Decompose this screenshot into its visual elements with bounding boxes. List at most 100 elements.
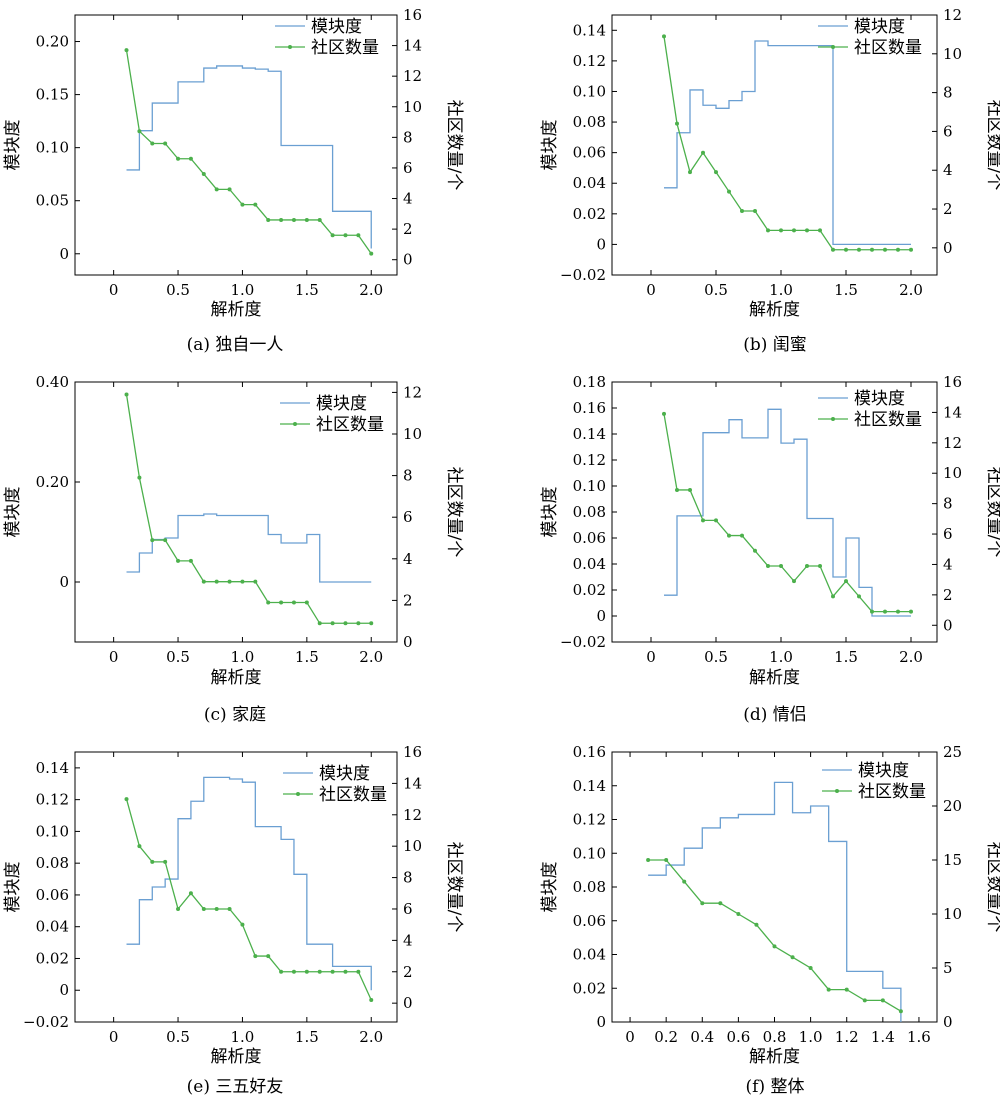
y-right-tick-label: 8 — [403, 128, 413, 146]
communities-point — [279, 600, 284, 605]
y-right-tick-label: 0 — [943, 616, 953, 634]
y-left-axis-title: 模块度 — [3, 487, 23, 538]
y-left-tick-label: 0.14 — [573, 777, 606, 795]
y-left-tick-label: 0.16 — [573, 743, 606, 761]
panel-caption: (a) 独自一人 — [187, 335, 284, 355]
plot-frame — [611, 14, 938, 276]
y-right-axis-title: 社区数量/个 — [984, 100, 1000, 191]
legend-modularity-label: 模块度 — [858, 761, 909, 781]
communities-point — [880, 998, 885, 1003]
y-left-tick-label: 0.10 — [573, 82, 606, 100]
communities-point — [176, 156, 181, 161]
y-left-tick-label: 0.12 — [573, 811, 606, 829]
communities-point — [844, 579, 848, 584]
legend-communities-marker — [296, 792, 300, 796]
communities-point — [356, 233, 361, 238]
y-left-tick-label: 0.12 — [573, 451, 606, 469]
legend-communities-marker — [835, 789, 839, 793]
x-tick-label: 1.0 — [231, 648, 255, 666]
y-left-axis-title: 模块度 — [3, 862, 23, 913]
legend-modularity-label: 模块度 — [854, 17, 905, 37]
communities-point — [291, 600, 296, 605]
communities-point — [688, 170, 692, 175]
y-left-tick-label: 0.06 — [573, 529, 606, 547]
y-left-tick-label: 0.14 — [36, 759, 69, 777]
communities-point — [662, 34, 666, 39]
communities-point — [176, 906, 181, 911]
y-left-tick-label: 0.15 — [36, 86, 69, 104]
y-left-tick-label: 0 — [59, 981, 69, 999]
y-right-tick-label: 4 — [943, 555, 953, 573]
x-axis-title: 解析度 — [749, 300, 800, 320]
communities-point — [124, 392, 129, 397]
legend-communities-marker — [288, 45, 292, 49]
y-left-tick-label: −0.02 — [23, 1013, 69, 1031]
communities-point — [772, 944, 777, 949]
y-left-tick-label: 0.10 — [573, 477, 606, 495]
y-right-tick-label: 0 — [943, 1013, 953, 1031]
y-right-tick-label: 16 — [403, 743, 422, 761]
communities-point — [137, 129, 142, 134]
communities-point — [870, 247, 874, 252]
communities-point — [291, 969, 296, 974]
y-right-tick-label: 6 — [943, 122, 953, 140]
y-right-axis-title: 社区数量/个 — [984, 467, 1000, 558]
communities-point — [356, 969, 361, 974]
series-modularity-line — [126, 65, 372, 249]
communities-point — [862, 998, 867, 1003]
y-left-tick-label: 0.04 — [573, 555, 606, 573]
y-right-tick-label: 4 — [943, 161, 953, 179]
communities-point — [279, 969, 284, 974]
communities-point — [646, 858, 651, 862]
communities-point — [214, 579, 219, 584]
communities-point — [753, 548, 757, 553]
communities-point — [291, 217, 296, 222]
y-right-axis-title: 社区数量/个 — [444, 100, 464, 191]
y-right-tick-label: 5 — [943, 959, 953, 977]
y-right-tick-label: 6 — [943, 525, 953, 543]
communities-point — [253, 579, 258, 584]
communities-point — [150, 538, 155, 543]
y-left-tick-label: 0 — [59, 573, 69, 591]
x-tick-label: 1.0 — [769, 281, 793, 299]
chart-panel: 0 0.2 0.4 0.6 0.8 1.0 1.2 1.4 1.6 0 0.02 0.04 0.06 0.… — [540, 743, 1000, 1097]
y-left-tick-label: 0.14 — [573, 21, 606, 39]
y-right-tick-label: 14 — [403, 37, 422, 55]
communities-point — [792, 579, 796, 584]
x-tick-label: 0 — [625, 1028, 635, 1046]
communities-point — [163, 538, 168, 543]
y-left-tick-label: 0.10 — [36, 822, 69, 840]
y-left-tick-label: 0.05 — [36, 192, 69, 210]
communities-point — [818, 563, 822, 568]
series-modularity-line — [664, 408, 911, 617]
y-left-tick-label: 0 — [596, 235, 606, 253]
communities-point — [664, 858, 669, 862]
x-tick-label: 0.4 — [690, 1028, 714, 1046]
panel-caption: (d) 情侣 — [743, 705, 807, 725]
y-right-axis-title: 社区数量/个 — [444, 842, 464, 933]
legend-communities-label: 社区数量 — [316, 415, 384, 435]
plot-frame — [74, 14, 398, 276]
communities-point — [214, 906, 219, 911]
communities-point — [682, 879, 687, 884]
communities-point — [330, 233, 335, 238]
communities-point — [883, 609, 887, 614]
y-right-tick-label: 10 — [943, 45, 962, 63]
y-right-tick-label: 0 — [403, 994, 413, 1012]
communities-point — [369, 251, 374, 256]
y-left-tick-label: 0.06 — [573, 912, 606, 930]
communities-point — [844, 247, 848, 252]
communities-point — [201, 906, 206, 911]
x-tick-label: 1.5 — [295, 648, 319, 666]
y-left-tick-label: 0.12 — [573, 52, 606, 70]
communities-point — [279, 217, 284, 222]
communities-point — [124, 797, 129, 802]
y-left-axis-title: 模块度 — [540, 120, 560, 171]
communities-point — [240, 202, 245, 207]
x-tick-label: 0.5 — [704, 648, 728, 666]
communities-point — [896, 247, 900, 252]
communities-point — [844, 987, 849, 992]
x-tick-label: 0 — [646, 281, 656, 299]
y-left-tick-label: 0.16 — [573, 399, 606, 417]
communities-point — [740, 208, 744, 213]
